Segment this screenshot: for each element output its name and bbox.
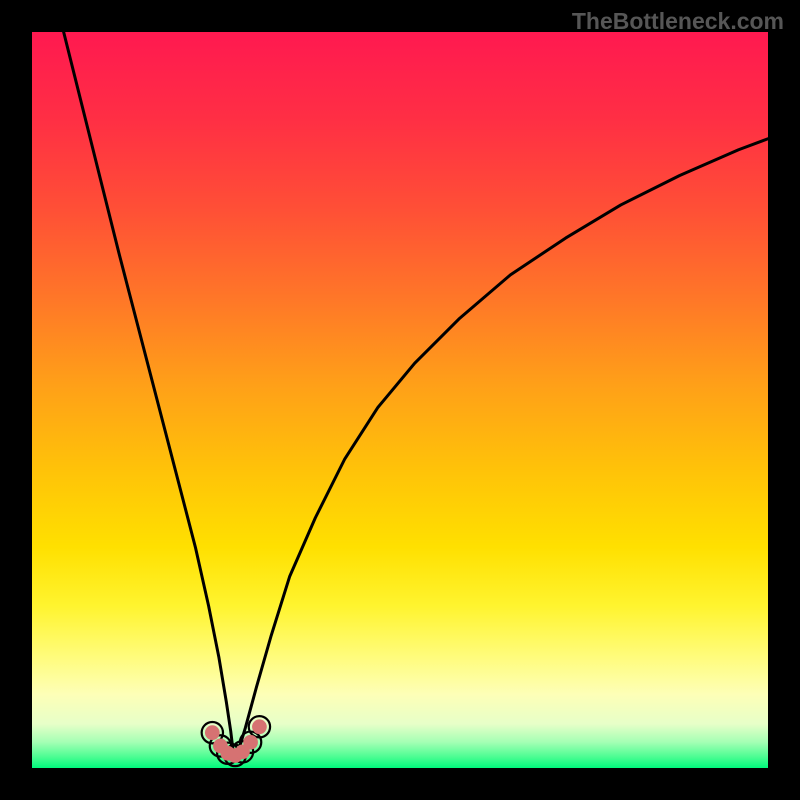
marker-dot [205,725,220,740]
marker-dot [252,719,267,734]
chart-container: TheBottleneck.com [0,0,800,800]
marker-layer [0,0,800,800]
marker-dot [243,735,258,750]
watermark-text: TheBottleneck.com [572,8,784,35]
